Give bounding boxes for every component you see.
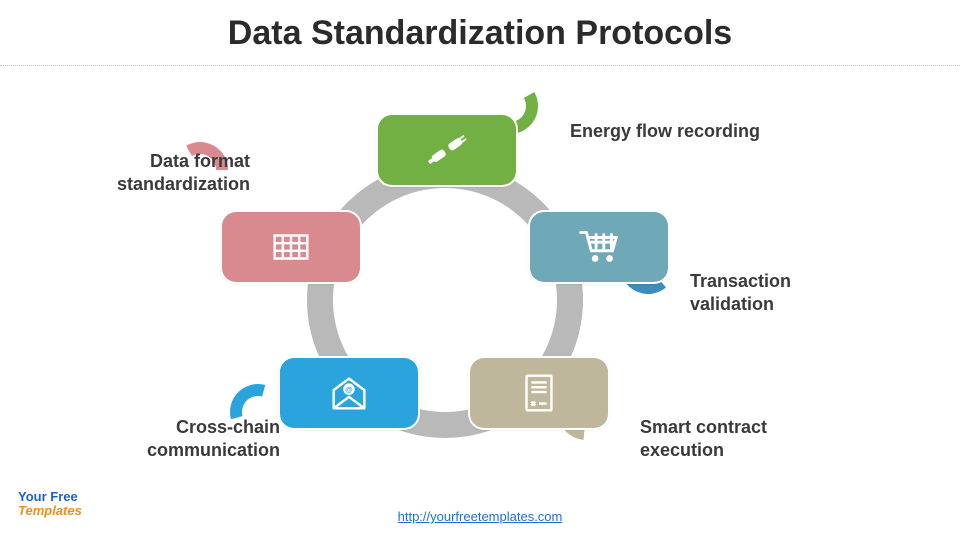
cycle-node-trans (530, 212, 668, 282)
brand-logo: Your Free Templates (18, 490, 82, 517)
envelope-icon: @ (325, 369, 373, 417)
cycle-label-smart: Smart contract execution (640, 416, 830, 461)
diagram-canvas: Energy flow recording Transaction valida… (0, 70, 960, 500)
svg-text:@: @ (345, 385, 353, 394)
footer-link-container: http://yourfreetemplates.com (0, 508, 960, 526)
cycle-node-format (222, 212, 360, 282)
title-divider (0, 65, 960, 66)
cycle-label-trans: Transaction validation (690, 270, 860, 315)
grid-icon (267, 223, 315, 271)
cycle-label-cross: Cross-chain communication (90, 416, 280, 461)
source-link[interactable]: http://yourfreetemplates.com (398, 509, 563, 524)
document-icon (515, 369, 563, 417)
plug-icon (423, 126, 471, 174)
cycle-label-energy: Energy flow recording (570, 120, 790, 143)
cart-icon (575, 223, 623, 271)
cycle-label-format: Data format standardization (50, 150, 250, 195)
cycle-node-smart (470, 358, 608, 428)
page-title: Data Standardization Protocols (0, 0, 960, 53)
cycle-node-energy (378, 115, 516, 185)
cycle-node-cross: @ (280, 358, 418, 428)
